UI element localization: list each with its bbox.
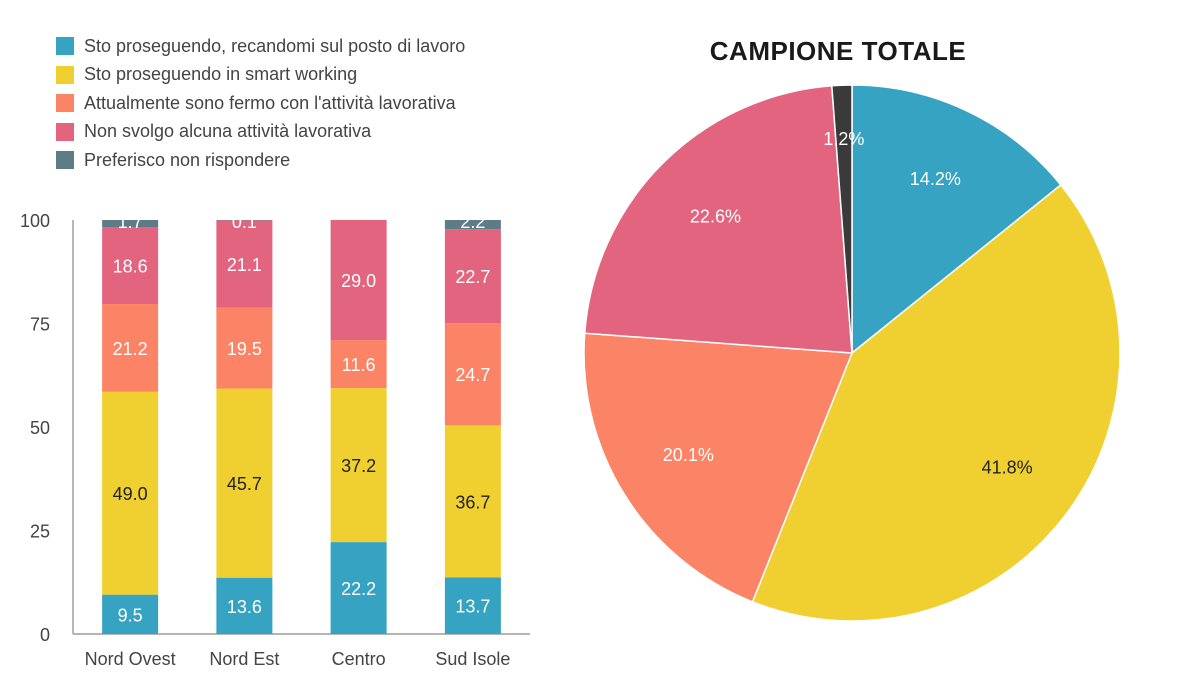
bar-segment: [102, 391, 159, 595]
bar-segment: [444, 577, 501, 634]
bar-value-label: 13.6: [227, 597, 262, 617]
bar-value-label: 24.7: [455, 365, 490, 385]
legend-label: Sto proseguendo in smart working: [84, 64, 358, 85]
pie-slice: [751, 183, 1121, 622]
bar-value-label: 49.0: [113, 484, 148, 504]
bar-value-label: 13.7: [455, 597, 490, 617]
bar-segment: [216, 577, 273, 634]
bar-segment: [330, 542, 387, 634]
bar-segment: [444, 425, 501, 578]
x-tick-label: Nord Ovest: [85, 649, 176, 669]
bar-value-label: 18.6: [113, 257, 148, 277]
bar-segment: [330, 388, 387, 543]
pie-slice-label: 14.2%: [910, 169, 961, 189]
y-tick-label: 25: [30, 522, 50, 542]
bar-value-label: 29.0: [341, 271, 376, 291]
pie-slice-label: 41.8%: [982, 458, 1033, 478]
legend-label: Non svolgo alcuna attività lavorativa: [84, 121, 372, 142]
pie-labels: 14.2% 41.8% 20.1% 22.6% 1.2%: [663, 129, 1033, 478]
legend-label: Preferisco non rispondere: [84, 149, 291, 170]
legend-swatch: [56, 94, 74, 113]
bar-value-label: 22.7: [455, 267, 490, 287]
bar-segment: [444, 229, 501, 324]
pie-slice-label: 20.1%: [663, 445, 714, 465]
bar-segment: [102, 594, 159, 634]
bar-value-label: 45.7: [227, 474, 262, 494]
pie-chart: CAMPIONE TOTALE 14.2% 41.8% 20.1% 22.6% 1.2%: [583, 36, 1121, 622]
bar-value-label: 37.2: [341, 456, 376, 476]
x-axis: Nord Ovest Nord Est Centro Sud Isole: [73, 633, 530, 669]
bar-value-label: 22.2: [341, 579, 376, 599]
bar-value-label: 21.1: [227, 255, 262, 275]
bar-segment: [216, 388, 273, 578]
bar-value-label: 21.2: [113, 339, 148, 359]
y-tick-label: 100: [20, 211, 50, 231]
y-tick-label: 50: [30, 418, 50, 438]
bar-value-label: 2.2: [460, 212, 485, 232]
pie-slice: [583, 84, 853, 354]
legend-item: Non svolgo alcuna attività lavorativa: [56, 118, 465, 147]
legend-item: Preferisco non rispondere: [56, 146, 465, 175]
y-tick-label: 0: [40, 625, 50, 645]
bar-segment: [102, 227, 159, 305]
legend-swatch: [56, 37, 74, 56]
legend-item: Sto proseguendo in smart working: [56, 61, 465, 90]
legend-item: Sto proseguendo, recandomi sul posto di …: [56, 32, 465, 61]
bar-segment: [444, 323, 501, 426]
x-tick-label: Nord Est: [209, 649, 279, 669]
pie-slice: [583, 332, 854, 603]
pie-slice-label: 1.2%: [823, 129, 864, 149]
pie-slice-label: 22.6%: [690, 207, 741, 227]
pie-slice: [830, 84, 853, 354]
bar-value-label: 0.1: [232, 212, 257, 232]
bar-value-label: 11.6: [342, 355, 376, 375]
bar-segment: [216, 220, 273, 308]
y-axis: 0 25 50 75 100: [20, 211, 74, 645]
bar-segment: [330, 340, 387, 389]
x-tick-label: Centro: [332, 649, 386, 669]
bar-value-label: 9.5: [118, 605, 143, 625]
bar-group: 9.5 49.0 21.2 18.6 1.7 13.6 45.7 19.5 21.1 0.1 22.…: [102, 212, 501, 634]
legend-label: Sto proseguendo, recandomi sul posto di …: [84, 35, 466, 56]
y-tick-label: 75: [30, 315, 50, 335]
bar-segment: [330, 220, 387, 341]
chart-legend: Sto proseguendo, recandomi sul posto di …: [56, 32, 465, 175]
x-tick-label: Sud Isole: [435, 649, 510, 669]
legend-swatch: [56, 151, 74, 170]
bar-segment: [444, 220, 501, 230]
legend-item: Attualmente sono fermo con l'attività la…: [56, 89, 465, 118]
pie-slice: [851, 84, 1062, 355]
pie-chart-title: CAMPIONE TOTALE: [710, 36, 966, 66]
bar-segment: [102, 304, 159, 392]
bar-value-label: 36.7: [455, 492, 490, 512]
legend-swatch: [56, 65, 74, 84]
bar-segment: [102, 220, 159, 228]
legend-swatch: [56, 122, 74, 141]
pie-slices: [583, 84, 1121, 622]
bar-value-label: 19.5: [227, 339, 262, 359]
legend-label: Attualmente sono fermo con l'attività la…: [84, 92, 456, 113]
bar-value-label: 1.7: [118, 212, 143, 232]
bar-segment: [216, 307, 273, 389]
stacked-bar-chart: 0 25 50 75 100 9.5 49.0 21.2 18.6 1.7 13.6 45.7 19.…: [20, 211, 530, 669]
